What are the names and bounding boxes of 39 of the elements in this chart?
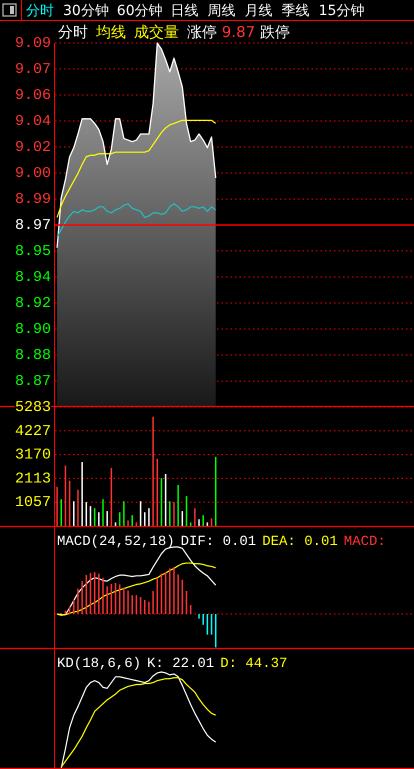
y-tick-label: 9.00 [14,164,51,182]
text: 均线 [95,23,126,41]
text: DEA: 0.01 [262,534,338,550]
chart-title: MACD(24,52,18) [57,534,175,550]
text: 日线 [170,3,199,19]
text: 分时 [26,3,54,19]
chart-title: 成交量 [134,23,179,41]
series-label: DIF: 0.01 [180,534,256,550]
y-tick-label: 9.09 [14,34,51,52]
y-tick-label: 8.97 [14,216,51,234]
text: 60分钟 [116,3,163,19]
text: 季线 [282,3,310,19]
series-label: K: 22.01 [147,656,214,672]
y-tick-label: 8.95 [14,242,51,260]
text: D: 44.37 [220,656,288,672]
line-series [56,203,216,238]
y-tick-label: 8.88 [14,346,51,364]
text: 周线 [208,3,236,19]
y-tick-label: 1057 [14,494,51,512]
y-tick-label: 8.92 [14,294,51,312]
y-tick-label: 8.99 [14,191,51,208]
line-series [56,120,216,218]
y-tick-label: 8.90 [14,321,51,338]
text: 15分钟 [318,3,364,19]
text: 分时 [58,23,88,41]
y-tick-label: 2113 [14,470,51,488]
y-tick-label: 8.87 [14,373,51,390]
text: MACD: [344,534,386,550]
text: 30分钟 [63,3,109,19]
chart-title: KD(18,6,6) [57,656,142,672]
y-tick-label: 9.02 [14,139,51,156]
y-tick-label: 9.06 [14,86,51,104]
y-tick-label: 9.04 [14,112,51,130]
text: 涨停 9.87 跌停 [187,23,290,41]
text: 月线 [244,3,273,19]
y-tick-label: 9.07 [14,60,51,78]
y-tick-label: 8.94 [14,268,51,286]
y-tick-label: 3170 [14,446,51,464]
y-tick-label: 4227 [14,422,51,440]
